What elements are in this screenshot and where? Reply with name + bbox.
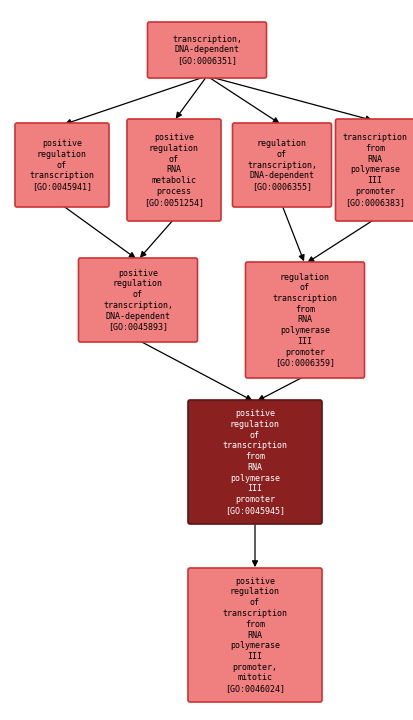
Text: positive
regulation
of
transcription,
DNA-dependent
[GO:0045893]: positive regulation of transcription, DN… (103, 269, 173, 331)
FancyBboxPatch shape (127, 119, 221, 221)
FancyBboxPatch shape (147, 22, 266, 78)
FancyBboxPatch shape (15, 123, 109, 207)
FancyBboxPatch shape (335, 119, 413, 221)
Text: transcription,
DNA-dependent
[GO:0006351]: transcription, DNA-dependent [GO:0006351… (171, 35, 242, 66)
FancyBboxPatch shape (188, 400, 321, 524)
FancyBboxPatch shape (245, 262, 363, 378)
Text: regulation
of
transcription
from
RNA
polymerase
III
promoter
[GO:0006359]: regulation of transcription from RNA pol… (272, 272, 337, 367)
Text: regulation
of
transcription,
DNA-dependent
[GO:0006355]: regulation of transcription, DNA-depende… (247, 139, 316, 191)
FancyBboxPatch shape (188, 568, 321, 702)
Text: positive
regulation
of
transcription
from
RNA
polymerase
III
promoter,
mitotic
[: positive regulation of transcription fro… (222, 577, 287, 693)
Text: transcription
from
RNA
polymerase
III
promoter
[GO:0006383]: transcription from RNA polymerase III pr… (342, 133, 406, 207)
FancyBboxPatch shape (232, 123, 331, 207)
FancyBboxPatch shape (78, 258, 197, 342)
Text: positive
regulation
of
RNA
metabolic
process
[GO:0051254]: positive regulation of RNA metabolic pro… (144, 133, 204, 207)
Text: positive
regulation
of
transcription
from
RNA
polymerase
III
promoter
[GO:004594: positive regulation of transcription fro… (222, 409, 287, 515)
Text: positive
regulation
of
transcription
[GO:0045941]: positive regulation of transcription [GO… (29, 139, 94, 191)
